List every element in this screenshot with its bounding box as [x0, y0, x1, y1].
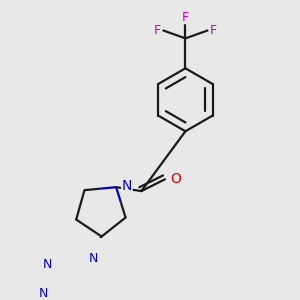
- Text: N: N: [38, 287, 48, 300]
- Text: F: F: [182, 11, 189, 24]
- Text: N: N: [43, 258, 52, 271]
- Text: F: F: [154, 24, 160, 37]
- Text: N: N: [89, 252, 98, 265]
- Text: N: N: [122, 179, 132, 194]
- Text: O: O: [170, 172, 182, 186]
- Text: F: F: [210, 24, 217, 37]
